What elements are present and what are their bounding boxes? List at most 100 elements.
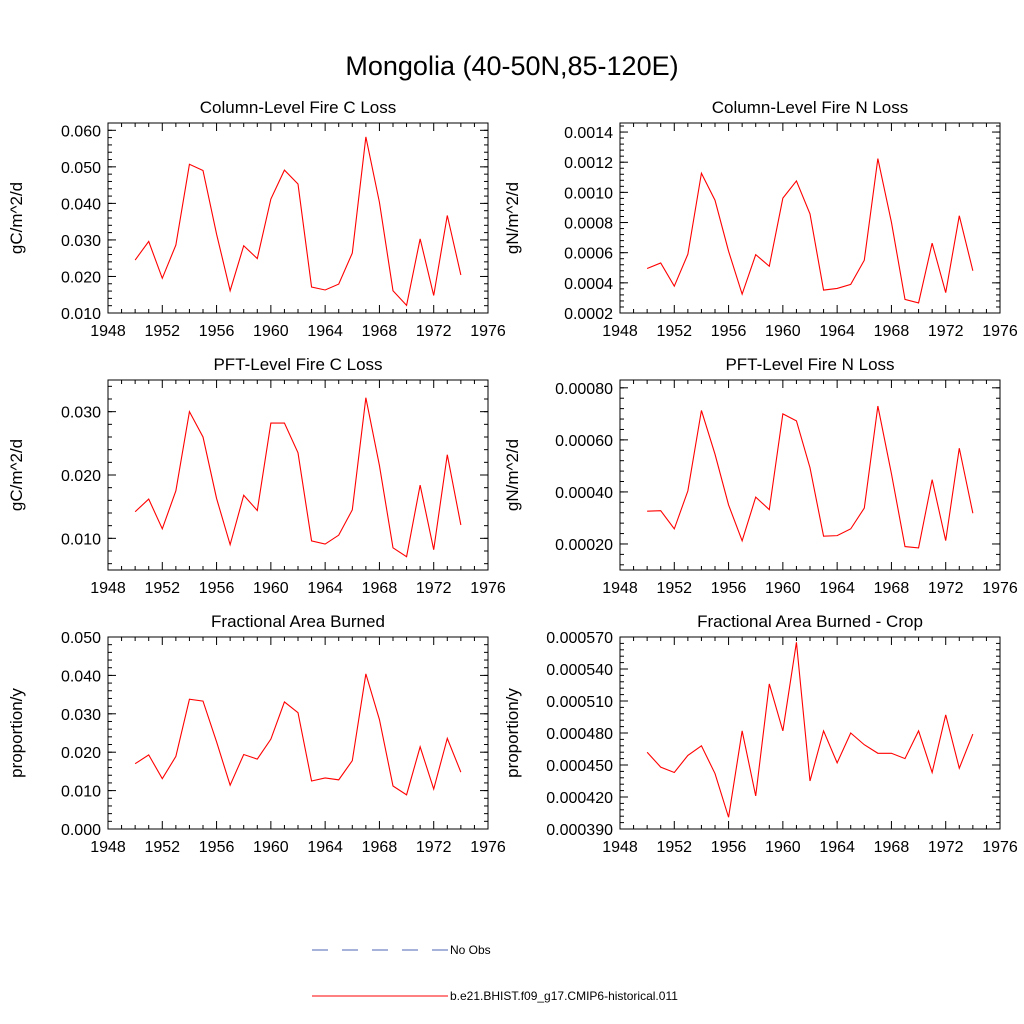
legend: No Obs b.e21.BHIST.f09_g17.CMIP6-histori… xyxy=(312,943,678,1003)
x-tick-label: 1972 xyxy=(416,839,452,856)
x-tick-label: 1956 xyxy=(711,580,747,597)
y-tick-label: 0.050 xyxy=(61,160,101,177)
y-tick-label: 0.0002 xyxy=(564,306,613,323)
panel-title: Column-Level Fire N Loss xyxy=(712,98,909,117)
series-line xyxy=(134,397,462,558)
y-axis-label: proportion/y xyxy=(503,688,522,778)
y-tick-label: 0.0012 xyxy=(564,155,613,172)
y-tick-label: 0.000420 xyxy=(546,790,613,807)
panel-title: PFT-Level Fire C Loss xyxy=(213,355,382,374)
x-tick-label: 1956 xyxy=(199,580,235,597)
chart-panel-1: 1948 1952 1956 1960 1964 1968 1972 1976 0.010 0.0… xyxy=(7,98,506,340)
y-tick-label: 0.00080 xyxy=(555,381,613,398)
x-tick-label: 1968 xyxy=(874,580,910,597)
y-tick-label: 0.000570 xyxy=(546,630,613,647)
x-tick-label: 1960 xyxy=(765,323,801,340)
x-tick-label: 1948 xyxy=(90,839,126,856)
x-tick-label: 1948 xyxy=(602,323,638,340)
series-line xyxy=(646,642,974,818)
y-tick-label: 0.000 xyxy=(61,822,101,839)
x-tick-label: 1948 xyxy=(602,580,638,597)
x-tick-label: 1976 xyxy=(982,323,1018,340)
chart-panel-4: 1948 1952 1956 1960 1964 1968 1972 1976 0.00020 0… xyxy=(503,355,1018,597)
y-axis-label: gN/m^2/d xyxy=(503,439,522,511)
y-tick-label: 0.020 xyxy=(61,269,101,286)
x-tick-label: 1972 xyxy=(928,323,964,340)
x-tick-label: 1976 xyxy=(470,839,506,856)
y-tick-label: 0.030 xyxy=(61,405,101,422)
series-line xyxy=(134,673,462,796)
series-line xyxy=(646,158,974,304)
chart-panel-5: 1948 1952 1956 1960 1964 1968 1972 1976 0.000 0.0… xyxy=(7,612,506,856)
x-tick-label: 1956 xyxy=(711,323,747,340)
y-tick-label: 0.00020 xyxy=(555,537,613,554)
x-tick-label: 1968 xyxy=(362,580,398,597)
y-tick-label: 0.0006 xyxy=(564,246,613,263)
y-tick-label: 0.0010 xyxy=(564,185,613,202)
y-tick-label: 0.00060 xyxy=(555,433,613,450)
y-tick-label: 0.00040 xyxy=(555,485,613,502)
x-tick-label: 1956 xyxy=(199,839,235,856)
x-tick-label: 1968 xyxy=(874,839,910,856)
y-tick-label: 0.000510 xyxy=(546,694,613,711)
x-tick-label: 1960 xyxy=(253,839,289,856)
y-tick-label: 0.000390 xyxy=(546,822,613,839)
y-tick-label: 0.0014 xyxy=(564,125,613,142)
x-tick-label: 1964 xyxy=(307,323,343,340)
y-tick-label: 0.030 xyxy=(61,707,101,724)
y-tick-label: 0.010 xyxy=(61,531,101,548)
y-tick-label: 0.040 xyxy=(61,668,101,685)
y-axis-label: gN/m^2/d xyxy=(503,182,522,254)
y-tick-label: 0.0008 xyxy=(564,216,613,233)
x-tick-label: 1976 xyxy=(982,839,1018,856)
y-tick-label: 0.000540 xyxy=(546,662,613,679)
x-tick-label: 1972 xyxy=(928,580,964,597)
x-tick-label: 1948 xyxy=(90,323,126,340)
x-tick-label: 1960 xyxy=(765,580,801,597)
y-tick-label: 0.020 xyxy=(61,468,101,485)
series-line xyxy=(134,136,462,307)
series-line xyxy=(647,405,974,549)
y-tick-label: 0.020 xyxy=(61,745,101,762)
x-tick-label: 1964 xyxy=(819,580,855,597)
x-tick-label: 1956 xyxy=(711,839,747,856)
y-tick-label: 0.010 xyxy=(61,306,101,323)
x-tick-label: 1964 xyxy=(307,839,343,856)
chart-panel-3: 1948 1952 1956 1960 1964 1968 1972 1976 0.010 0.0… xyxy=(7,355,506,597)
x-tick-label: 1968 xyxy=(362,839,398,856)
x-tick-label: 1952 xyxy=(144,580,180,597)
x-tick-label: 1952 xyxy=(656,839,692,856)
x-tick-label: 1964 xyxy=(819,839,855,856)
x-tick-label: 1948 xyxy=(90,580,126,597)
x-tick-label: 1952 xyxy=(656,323,692,340)
x-tick-label: 1972 xyxy=(416,580,452,597)
panel-title: PFT-Level Fire N Loss xyxy=(725,355,894,374)
panel-title: Column-Level Fire C Loss xyxy=(200,98,397,117)
x-tick-label: 1952 xyxy=(144,839,180,856)
x-tick-label: 1968 xyxy=(874,323,910,340)
x-tick-label: 1960 xyxy=(765,839,801,856)
y-tick-label: 0.030 xyxy=(61,233,101,250)
y-axis-label: gC/m^2/d xyxy=(7,182,26,254)
x-tick-label: 1952 xyxy=(144,323,180,340)
y-tick-label: 0.000480 xyxy=(546,726,613,743)
x-tick-label: 1972 xyxy=(928,839,964,856)
x-tick-label: 1964 xyxy=(819,323,855,340)
x-tick-label: 1968 xyxy=(362,323,398,340)
x-tick-label: 1960 xyxy=(253,323,289,340)
x-tick-label: 1976 xyxy=(982,580,1018,597)
x-tick-label: 1976 xyxy=(470,323,506,340)
y-tick-label: 0.010 xyxy=(61,784,101,801)
x-tick-label: 1948 xyxy=(602,839,638,856)
panels-group: 1948 1952 1956 1960 1964 1968 1972 1976 0.010 0.0… xyxy=(7,98,1018,856)
figure-title: Mongolia (40-50N,85-120E) xyxy=(345,51,678,81)
panel-title: Fractional Area Burned - Crop xyxy=(697,612,923,631)
chart-panel-2: 1948 1952 1956 1960 1964 1968 1972 1976 0.0002 0.… xyxy=(503,98,1018,340)
x-tick-label: 1976 xyxy=(470,580,506,597)
legend-label-no-obs: No Obs xyxy=(450,943,491,957)
y-axis-label: gC/m^2/d xyxy=(7,439,26,511)
legend-label-model: b.e21.BHIST.f09_g17.CMIP6-historical.011 xyxy=(450,989,678,1003)
x-tick-label: 1952 xyxy=(656,580,692,597)
y-tick-label: 0.040 xyxy=(61,196,101,213)
